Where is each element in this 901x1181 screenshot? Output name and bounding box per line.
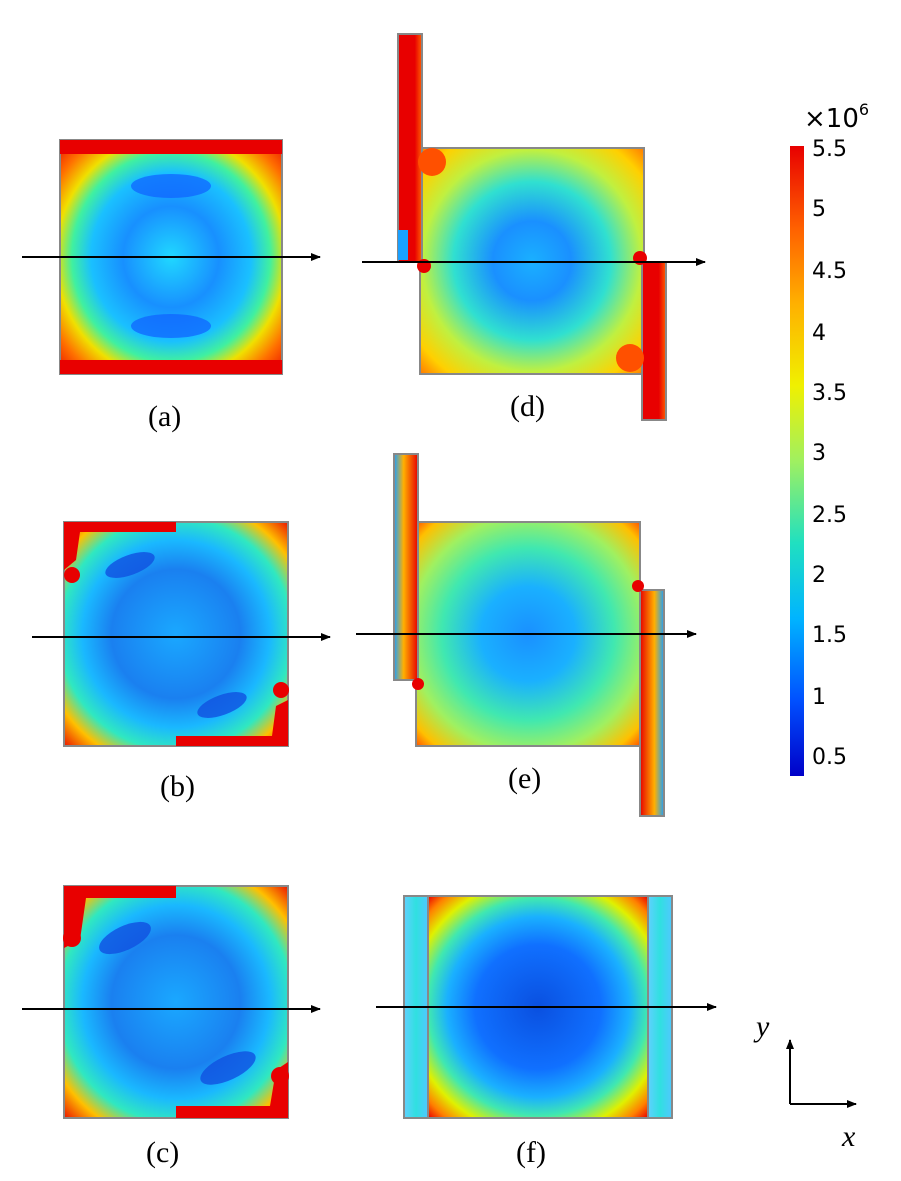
colorbar-tick: 4.5 xyxy=(812,259,847,284)
colorbar-tick: 4 xyxy=(812,321,826,346)
axis-indicator xyxy=(786,1039,857,1108)
colorbar-tick: 3 xyxy=(812,441,826,466)
x-axis-label: x xyxy=(842,1120,856,1153)
panel-d-plot xyxy=(362,33,706,421)
panel-f-plot xyxy=(376,895,717,1119)
panel-label-f: (f) xyxy=(516,1136,546,1169)
colorbar-tick: 1 xyxy=(812,685,826,710)
panel-label-c: (c) xyxy=(146,1136,180,1169)
y-axis-label: y xyxy=(756,1010,770,1043)
panel-a-plot xyxy=(22,139,321,375)
colorbar-tick: 1.5 xyxy=(812,623,847,648)
panel-label-b: (b) xyxy=(160,770,195,803)
panel-label-d: (d) xyxy=(510,390,545,423)
colorbar-tick: 5 xyxy=(812,197,826,222)
colorbar-tick: 2 xyxy=(812,563,826,588)
colorbar-tick: 2.5 xyxy=(812,503,847,528)
colorbar-multiplier-base: ×10 xyxy=(804,104,859,134)
colorbar-multiplier-exp: 6 xyxy=(858,100,870,119)
colorbar-tick: 3.5 xyxy=(812,381,847,406)
colorbar-multiplier: ×106 xyxy=(804,100,870,134)
panel-c-plot xyxy=(22,885,321,1119)
colorbar-tick: 0.5 xyxy=(812,745,847,770)
panel-b-plot xyxy=(32,521,331,747)
panel-e-plot xyxy=(356,453,697,817)
panel-label-e: (e) xyxy=(508,762,542,795)
colorbar-tick: 5.5 xyxy=(812,137,847,162)
colorbar-scale xyxy=(790,146,804,776)
panel-label-a: (a) xyxy=(148,400,182,433)
